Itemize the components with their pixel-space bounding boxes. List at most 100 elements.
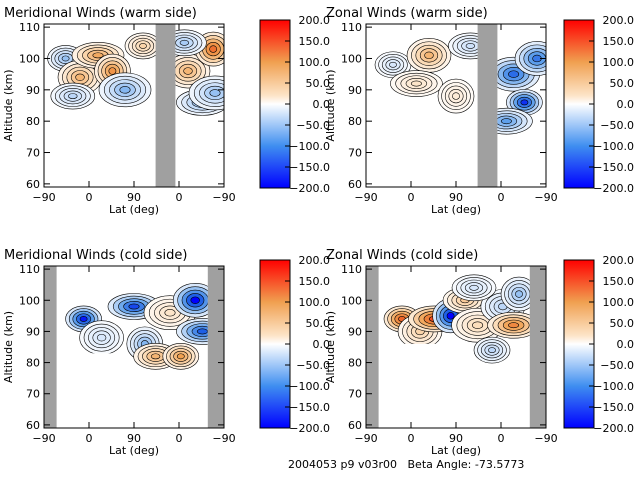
data-gap-band xyxy=(366,266,379,428)
y-tick-label: 70 xyxy=(26,147,40,160)
wind-field xyxy=(44,266,224,428)
wind-field xyxy=(47,24,224,187)
y-tick-label: 110 xyxy=(19,263,40,276)
x-tick-label: 0 xyxy=(86,432,93,445)
x-tick-label: 0 xyxy=(176,432,183,445)
y-tick-label: 110 xyxy=(341,21,362,34)
colorbar-tick-label: −100.0 xyxy=(289,380,330,393)
wind-panel-4: Zonal Winds (cold side) 60 70 80 90 100 110 −90… xyxy=(324,248,634,457)
y-tick-label: 90 xyxy=(348,325,362,338)
y-tick-label: 110 xyxy=(19,21,40,34)
colorbar-tick-label: 150.0 xyxy=(299,35,331,48)
y-axis-label: Altitude (km) xyxy=(2,311,15,383)
y-tick-label: 90 xyxy=(348,84,362,97)
colorbar-tick-label: 200.0 xyxy=(603,14,635,27)
y-axis-label: Altitude (km) xyxy=(2,69,15,141)
x-tick-label: 0 xyxy=(408,432,415,445)
y-axis-label: Altitude (km) xyxy=(324,69,337,141)
colorbar: 200.0 150.0 100.0 50.0 0.0 −50.0 −100.0 −150.0 −… xyxy=(563,14,635,195)
wind-panel-1: Meridional Winds (warm side) 60 70 80 90 100 1… xyxy=(2,6,330,216)
colorbar-tick-label: −50.0 xyxy=(296,359,330,372)
colorbar-tick-label: 200.0 xyxy=(603,254,635,267)
y-tick-label: 100 xyxy=(19,294,40,307)
y-tick-label: 60 xyxy=(26,419,40,432)
wind-feature xyxy=(98,72,152,108)
wind-feature xyxy=(487,311,530,339)
y-tick-label: 80 xyxy=(348,357,362,370)
x-tick-label: 90 xyxy=(127,191,141,204)
data-gap-band xyxy=(44,266,57,428)
x-tick-label: 0 xyxy=(498,191,505,204)
colorbar-tick-label: 0.0 xyxy=(617,98,635,111)
y-tick-label: 80 xyxy=(348,115,362,128)
wind-feature xyxy=(451,274,497,302)
colorbar-tick-label: −150.0 xyxy=(289,161,330,174)
x-tick-label: −90 xyxy=(212,432,235,445)
y-tick-label: 70 xyxy=(26,388,40,401)
x-tick-label: −90 xyxy=(32,191,55,204)
y-tick-label: 60 xyxy=(348,419,362,432)
colorbar-tick-label: −150.0 xyxy=(289,401,330,414)
wind-feature xyxy=(437,78,475,114)
colorbar-tick-label: −150.0 xyxy=(593,161,634,174)
colorbar-tick-label: 100.0 xyxy=(299,56,331,69)
y-tick-label: 80 xyxy=(26,357,40,370)
wind-feature xyxy=(500,276,530,312)
wind-panel-3: Meridional Winds (cold side) 60 70 80 90 100 1… xyxy=(2,248,330,457)
wind-feature xyxy=(514,41,546,76)
y-tick-label: 90 xyxy=(26,84,40,97)
panel-title: Zonal Winds (warm side) xyxy=(326,6,488,21)
colorbar: 200.0 150.0 100.0 50.0 0.0 −50.0 −100.0 −150.0 −… xyxy=(563,254,635,435)
x-tick-label: 0 xyxy=(86,191,93,204)
colorbar-tick-label: 200.0 xyxy=(299,14,331,27)
wind-feature xyxy=(50,82,96,110)
panel-title: Meridional Winds (cold side) xyxy=(4,248,187,263)
wind-feature xyxy=(374,51,412,79)
colorbar-tick-label: 50.0 xyxy=(306,77,331,90)
y-tick-label: 60 xyxy=(348,178,362,191)
colorbar: 200.0 150.0 100.0 50.0 0.0 −50.0 −100.0 −150.0 −… xyxy=(259,254,331,435)
colorbar-tick-label: −150.0 xyxy=(593,401,634,414)
colorbar-tick-label: −50.0 xyxy=(296,119,330,132)
colorbar-tick-label: 150.0 xyxy=(299,275,331,288)
colorbar-tick-label: −200.0 xyxy=(593,422,634,435)
y-tick-label: 100 xyxy=(19,52,40,65)
colorbar-tick-label: −200.0 xyxy=(593,182,634,195)
colorbar-tick-label: 0.0 xyxy=(617,338,635,351)
panel-title: Meridional Winds (warm side) xyxy=(4,6,197,21)
colorbar-tick-label: 100.0 xyxy=(603,296,635,309)
colorbar-tick-label: 50.0 xyxy=(610,77,635,90)
panel-title: Zonal Winds (cold side) xyxy=(326,248,478,263)
x-tick-label: −90 xyxy=(534,432,557,445)
y-tick-label: 60 xyxy=(26,178,40,191)
colorbar-tick-label: 100.0 xyxy=(603,56,635,69)
colorbar-tick-label: −100.0 xyxy=(593,380,634,393)
x-tick-label: 0 xyxy=(176,191,183,204)
colorbar-tick-label: 50.0 xyxy=(306,317,331,330)
colorbar-tick-label: 50.0 xyxy=(610,317,635,330)
colorbar-tick-label: 150.0 xyxy=(603,35,635,48)
colorbar-tick-label: 100.0 xyxy=(299,296,331,309)
wind-feature xyxy=(79,320,124,355)
y-axis-label: Altitude (km) xyxy=(324,311,337,383)
colorbar-tick-label: 0.0 xyxy=(313,98,331,111)
data-gap-band xyxy=(207,266,224,428)
y-tick-label: 110 xyxy=(341,263,362,276)
x-tick-label: 0 xyxy=(498,432,505,445)
data-gap-band xyxy=(155,24,176,187)
y-tick-label: 90 xyxy=(26,325,40,338)
x-axis-label: Lat (deg) xyxy=(431,444,481,457)
wind-feature xyxy=(124,32,162,60)
run-id: 2004053 p9 v03r00 xyxy=(288,458,397,471)
colorbar-tick-label: −200.0 xyxy=(289,182,330,195)
x-tick-label: 90 xyxy=(449,432,463,445)
colorbar-tick-label: 200.0 xyxy=(299,254,331,267)
x-tick-label: 0 xyxy=(408,191,415,204)
wind-panel-2: Zonal Winds (warm side) 60 70 80 90 100 110 −90… xyxy=(324,6,634,216)
x-tick-label: 90 xyxy=(449,191,463,204)
y-tick-label: 70 xyxy=(348,147,362,160)
wind-field xyxy=(374,24,546,187)
x-tick-label: 90 xyxy=(127,432,141,445)
x-tick-label: −90 xyxy=(354,432,377,445)
